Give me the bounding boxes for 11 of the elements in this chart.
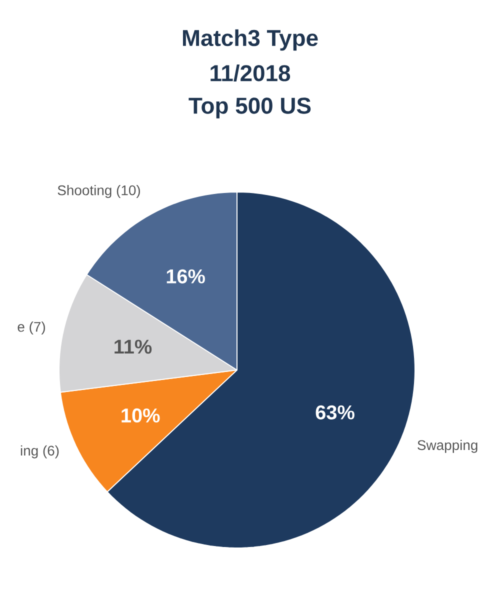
slice-label: ing (6) [20, 445, 59, 458]
text: Top 500 US [188, 98, 311, 118]
data-label: 11% [114, 340, 152, 354]
slice-label: Swapping [418, 440, 478, 453]
data-label: 16% [166, 269, 205, 284]
data-label: 10% [122, 408, 160, 423]
slice-label: Shooting (10) [58, 185, 140, 198]
chart-title: Match3 Type [182, 29, 318, 51]
slice-label: e (7) [18, 322, 45, 335]
chart-subtitle: 11/2018 [210, 64, 290, 82]
data-label: 63% [316, 405, 354, 420]
